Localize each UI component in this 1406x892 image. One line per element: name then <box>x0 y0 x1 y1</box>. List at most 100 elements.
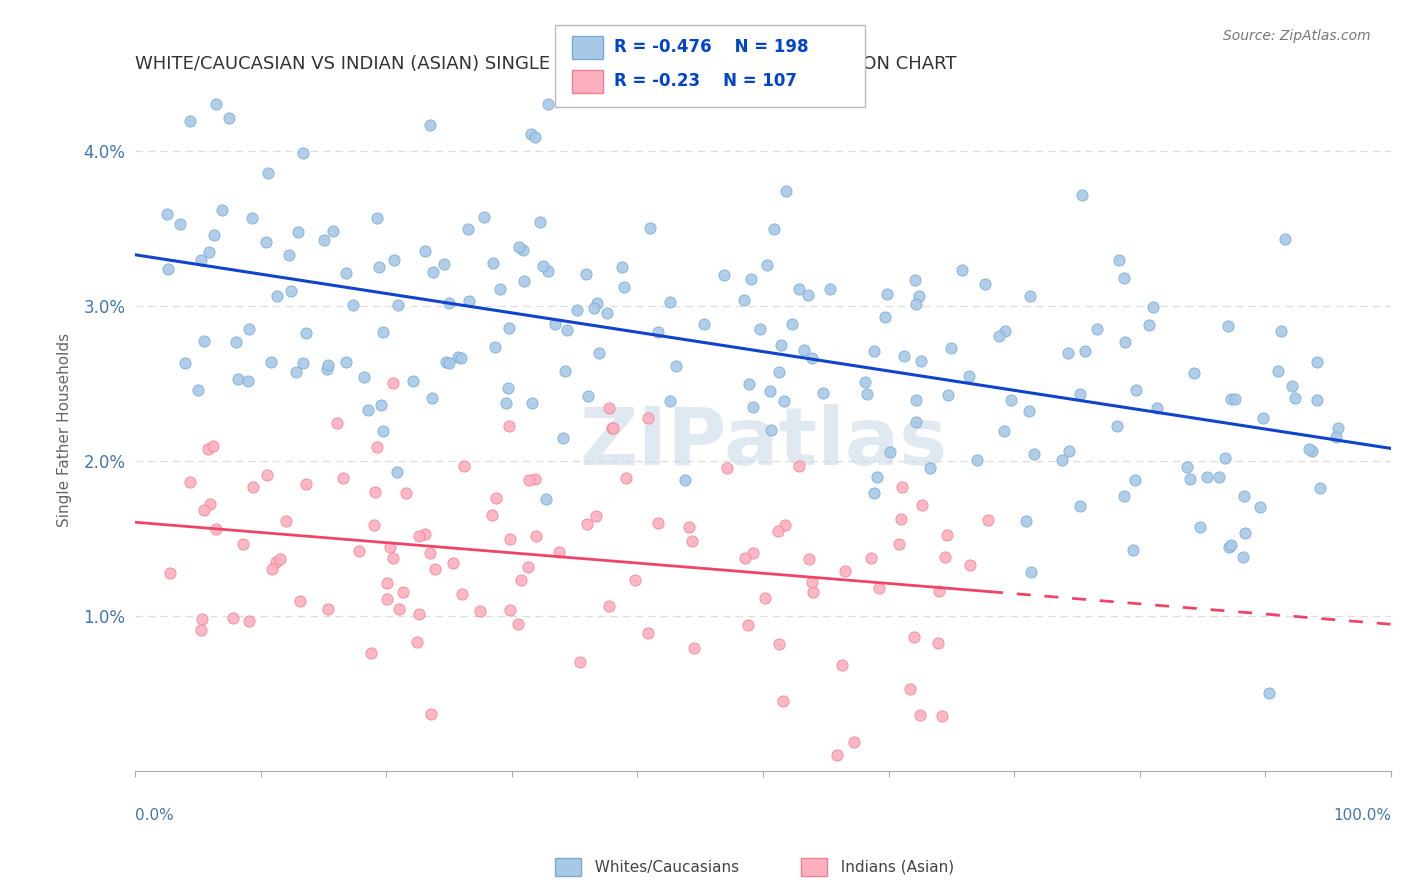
Point <box>419 118 441 132</box>
Point <box>988 329 1011 343</box>
Point <box>315 361 337 376</box>
Point <box>569 655 592 669</box>
Point <box>508 617 530 632</box>
Point <box>1178 472 1201 486</box>
Point <box>801 574 824 589</box>
Point <box>368 260 391 274</box>
Point <box>382 253 405 268</box>
Point <box>825 748 848 763</box>
Text: 100.0%: 100.0% <box>1333 808 1391 823</box>
Point <box>910 354 932 368</box>
Point <box>903 630 925 644</box>
Point <box>159 566 181 580</box>
Point <box>1069 499 1091 513</box>
Point <box>366 211 388 225</box>
Point <box>1306 355 1329 369</box>
Point <box>537 97 560 112</box>
Point <box>363 518 385 533</box>
Point <box>713 268 735 283</box>
Point <box>197 442 219 456</box>
Point <box>450 351 472 366</box>
Point <box>789 282 811 296</box>
Point <box>489 281 512 295</box>
Point <box>1267 364 1289 378</box>
Point <box>335 266 357 280</box>
Point <box>434 355 457 369</box>
Point <box>1142 300 1164 314</box>
Point <box>927 636 949 650</box>
Point <box>387 465 409 479</box>
Point <box>544 317 567 331</box>
Point <box>898 682 921 697</box>
Point <box>204 97 226 112</box>
Point <box>742 546 765 560</box>
Point <box>256 467 278 482</box>
Point <box>394 485 416 500</box>
Point <box>294 326 316 340</box>
Point <box>499 603 522 617</box>
Point <box>169 217 191 231</box>
Point <box>683 641 706 656</box>
Point <box>647 325 669 339</box>
Point <box>773 518 796 533</box>
Point <box>472 211 495 225</box>
Point <box>1000 393 1022 408</box>
Point <box>419 545 441 559</box>
Point <box>555 323 578 337</box>
Point <box>977 513 1000 527</box>
Point <box>280 284 302 298</box>
Point <box>733 293 755 307</box>
Point <box>382 376 405 391</box>
Point <box>335 355 357 369</box>
Point <box>388 602 411 616</box>
Point <box>524 129 547 144</box>
Point <box>910 708 932 723</box>
Point <box>1218 541 1240 555</box>
Point <box>484 341 506 355</box>
Point <box>295 477 318 491</box>
Point <box>918 461 941 475</box>
Point <box>242 480 264 494</box>
Point <box>190 624 212 638</box>
Point <box>734 551 756 566</box>
Point <box>673 473 696 487</box>
Point <box>537 263 560 277</box>
Point <box>842 735 865 749</box>
Point <box>332 470 354 484</box>
Point <box>204 522 226 536</box>
Point <box>575 267 598 281</box>
Point <box>934 549 956 564</box>
Point <box>193 502 215 516</box>
Point <box>1233 489 1256 503</box>
Point <box>759 423 782 437</box>
Point <box>748 321 770 335</box>
Point <box>238 322 260 336</box>
Point <box>420 391 443 405</box>
Point <box>316 601 339 615</box>
Point <box>173 356 195 370</box>
Text: WHITE/CAUCASIAN VS INDIAN (ASIAN) SINGLE FATHER HOUSEHOLDS CORRELATION CHART: WHITE/CAUCASIAN VS INDIAN (ASIAN) SINGLE… <box>135 55 956 73</box>
Point <box>931 708 953 723</box>
Point <box>1309 481 1331 495</box>
Point <box>371 424 394 438</box>
Point <box>1281 379 1303 393</box>
Point <box>893 349 915 363</box>
Point <box>458 293 481 308</box>
Point <box>911 498 934 512</box>
Point <box>879 445 901 459</box>
Point <box>364 484 387 499</box>
Point <box>1019 289 1042 303</box>
Point <box>382 550 405 565</box>
Point <box>773 394 796 409</box>
Point <box>600 421 623 435</box>
Point <box>378 540 401 554</box>
Point <box>1274 232 1296 246</box>
Point <box>766 524 789 539</box>
Point <box>647 516 669 530</box>
Point <box>939 341 962 355</box>
Point <box>201 439 224 453</box>
Point <box>890 480 912 494</box>
Point <box>637 626 659 640</box>
Point <box>495 396 517 410</box>
Point <box>738 376 761 391</box>
